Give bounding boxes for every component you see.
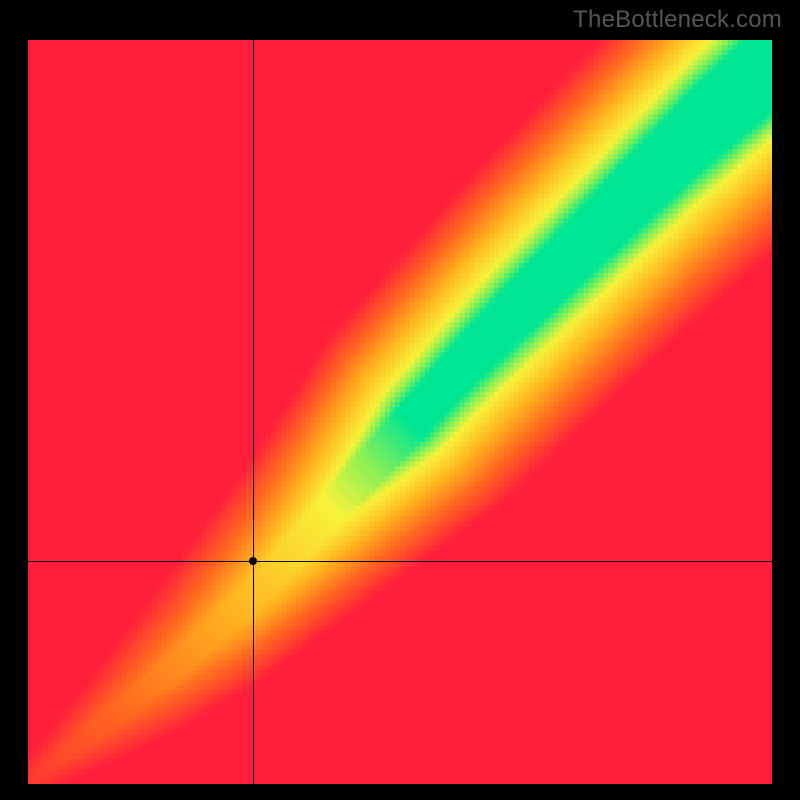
plot-area xyxy=(28,40,772,784)
root: TheBottleneck.com xyxy=(0,0,800,800)
watermark-text: TheBottleneck.com xyxy=(573,6,782,34)
bottleneck-heatmap xyxy=(28,40,772,784)
